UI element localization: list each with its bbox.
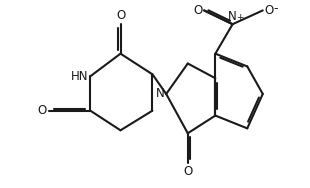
Text: O: O (183, 165, 193, 178)
Text: N: N (156, 87, 164, 100)
Text: HN: HN (71, 70, 88, 83)
Text: O: O (193, 4, 202, 17)
Text: N: N (228, 10, 237, 23)
Text: O: O (116, 9, 125, 22)
Text: -: - (274, 2, 278, 15)
Text: O: O (37, 104, 46, 117)
Text: O: O (265, 4, 274, 17)
Text: +: + (236, 13, 244, 22)
